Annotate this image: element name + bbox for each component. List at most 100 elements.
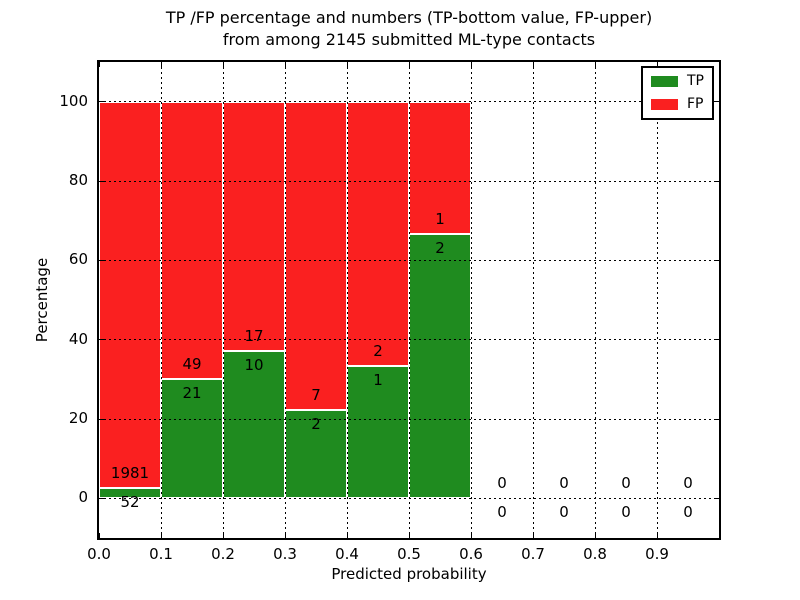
legend-label-tp: TP: [687, 73, 704, 89]
x-tick-label: 0.3: [273, 545, 297, 563]
x-tick-top: [594, 62, 596, 67]
x-tick-label: 0.9: [645, 545, 669, 563]
x-tick-bottom: [222, 533, 224, 538]
y-tick-left: [99, 497, 104, 499]
fp-count-label: 0: [621, 474, 631, 493]
v-gridline: [470, 62, 472, 538]
x-tick-label: 0.4: [335, 545, 359, 563]
y-tick-label: 80: [68, 171, 88, 189]
bar-fp-segment: [409, 101, 471, 234]
bar-fp-segment: [347, 101, 409, 367]
chart-title-line2: from among 2145 submitted ML-type contac…: [222, 30, 596, 49]
x-axis-label: Predicted probability: [331, 565, 487, 583]
fp-count-label: 0: [497, 474, 507, 493]
tp-count-label: 0: [621, 503, 631, 522]
chart-title: TP /FP percentage and numbers (TP-bottom…: [97, 7, 721, 51]
y-tick-left: [99, 180, 104, 182]
tp-count-label: 10: [244, 356, 264, 375]
y-tick-right: [714, 497, 719, 499]
v-gridline: [346, 62, 348, 538]
x-tick-bottom: [594, 533, 596, 538]
tp-count-label: 0: [497, 503, 507, 522]
bar-tp-segment: [223, 351, 285, 499]
v-gridline: [656, 62, 658, 538]
plot-area: TP FP 1981 52 49 21 17 10 7 2 2 1 1 2 0 0 0 0 0 0 0 0: [97, 60, 721, 540]
tp-count-label: 1: [373, 371, 383, 390]
y-tick-right: [714, 418, 719, 420]
fp-count-label: 0: [559, 474, 569, 493]
fp-count-label: 1: [435, 209, 445, 228]
x-tick-bottom: [408, 533, 410, 538]
y-tick-left: [99, 418, 104, 420]
x-tick-top: [222, 62, 224, 67]
v-gridline: [408, 62, 410, 538]
x-tick-bottom: [98, 533, 100, 538]
y-tick-right: [714, 259, 719, 261]
fp-count-label: 17: [244, 327, 264, 346]
fp-count-label: 2: [373, 342, 383, 361]
bar-fp-segment: [99, 101, 161, 489]
x-tick-top: [98, 62, 100, 67]
tp-swatch-icon: [651, 76, 678, 87]
x-tick-top: [470, 62, 472, 67]
bar-tp-segment: [409, 233, 471, 499]
legend-label-fp: FP: [687, 96, 704, 112]
legend-item-tp: TP: [651, 74, 704, 89]
y-tick-label: 60: [68, 250, 88, 269]
x-tick-top: [656, 62, 658, 67]
y-tick-left: [99, 101, 104, 103]
x-tick-label: 0.2: [211, 545, 235, 563]
chart-title-line1: TP /FP percentage and numbers (TP-bottom…: [165, 8, 653, 27]
tp-count-label: 0: [683, 503, 693, 522]
tp-count-label: 2: [435, 238, 445, 257]
tp-count-label: 21: [182, 384, 202, 403]
y-tick-label: 20: [68, 409, 88, 427]
x-tick-label: 0.5: [397, 545, 421, 563]
y-tick-label: 100: [59, 91, 88, 110]
x-tick-bottom: [532, 533, 534, 538]
v-gridline: [284, 62, 286, 538]
fp-swatch-icon: [651, 99, 678, 110]
x-tick-bottom: [284, 533, 286, 538]
v-gridline: [532, 62, 534, 538]
v-gridline: [222, 62, 224, 538]
x-tick-top: [160, 62, 162, 67]
fp-count-label: 7: [311, 386, 321, 405]
x-tick-bottom: [656, 533, 658, 538]
v-gridline: [160, 62, 162, 538]
bar-fp-segment: [285, 101, 347, 411]
fp-count-label: 1981: [110, 464, 150, 483]
legend-item-fp: FP: [651, 97, 704, 112]
x-tick-bottom: [470, 533, 472, 538]
x-tick-top: [408, 62, 410, 67]
x-tick-label: 0.6: [459, 545, 483, 563]
tp-count-label: 0: [559, 503, 569, 522]
y-tick-label: 0: [78, 488, 88, 507]
x-tick-top: [284, 62, 286, 67]
tp-count-label: 2: [311, 415, 321, 434]
legend: TP FP: [641, 66, 714, 120]
x-tick-label: 0.0: [87, 545, 111, 563]
tp-count-label: 52: [120, 493, 140, 512]
bar-tp-segment: [161, 379, 223, 499]
x-tick-top: [346, 62, 348, 67]
bar-fp-segment: [161, 101, 223, 380]
y-tick-right: [714, 339, 719, 341]
y-tick-left: [99, 339, 104, 341]
y-tick-right: [714, 101, 719, 103]
v-gridline: [594, 62, 596, 538]
x-tick-label: 0.1: [149, 545, 173, 563]
y-tick-label: 40: [68, 329, 88, 348]
x-tick-top: [532, 62, 534, 67]
fp-count-label: 0: [683, 474, 693, 493]
bar-tp-segment: [347, 366, 409, 499]
y-tick-left: [99, 259, 104, 261]
bar-fp-segment: [223, 101, 285, 352]
y-tick-right: [714, 180, 719, 182]
x-tick-label: 0.8: [583, 545, 607, 563]
x-tick-bottom: [160, 533, 162, 538]
x-tick-bottom: [346, 533, 348, 538]
x-tick-label: 0.7: [521, 545, 545, 563]
fp-count-label: 49: [182, 355, 202, 374]
